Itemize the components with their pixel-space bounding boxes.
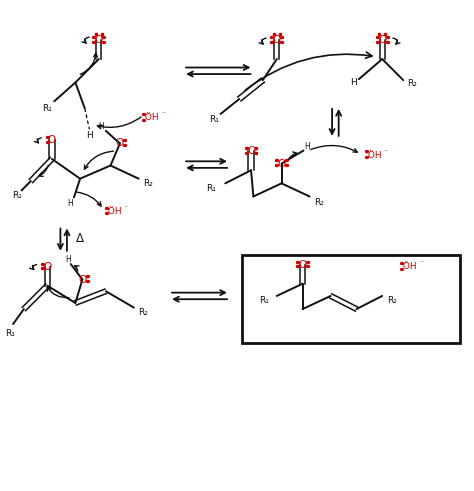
Text: ⁻: ⁻: [162, 109, 165, 118]
Text: ⁻: ⁻: [384, 147, 388, 156]
Text: H: H: [67, 198, 73, 208]
Text: O: O: [378, 35, 386, 45]
Text: O: O: [95, 35, 103, 45]
Text: O: O: [43, 262, 51, 272]
Text: R₂: R₂: [143, 179, 153, 188]
Text: R₂: R₂: [407, 80, 417, 88]
Text: O: O: [247, 146, 255, 157]
Text: O: O: [277, 159, 286, 168]
Text: O: O: [116, 138, 124, 148]
Text: ⁻: ⁻: [124, 203, 128, 212]
Text: O: O: [299, 260, 307, 270]
Text: H: H: [304, 142, 310, 151]
Text: H: H: [350, 79, 356, 87]
Text: R₁: R₁: [42, 104, 52, 113]
Text: R₁: R₁: [12, 191, 22, 199]
Text: :ÖH: :ÖH: [365, 151, 381, 160]
Text: Δ: Δ: [76, 232, 84, 245]
Text: :ÖH: :ÖH: [400, 262, 416, 272]
Text: H: H: [98, 122, 104, 131]
Text: R₁: R₁: [259, 296, 269, 305]
Bar: [242, 255, 459, 343]
Text: :ÖH: :ÖH: [105, 207, 121, 216]
Text: O: O: [48, 135, 56, 145]
Text: :ÖH: :ÖH: [142, 113, 159, 122]
Text: R₁: R₁: [206, 185, 216, 193]
Text: O: O: [273, 35, 281, 45]
Text: H: H: [65, 255, 71, 264]
Text: R₁: R₁: [5, 329, 15, 338]
Text: R₁: R₁: [209, 115, 219, 124]
Text: O: O: [78, 274, 87, 284]
Text: R₂: R₂: [387, 296, 397, 305]
Text: H: H: [86, 131, 93, 139]
Text: R₂: R₂: [138, 308, 148, 317]
Text: R₂: R₂: [314, 197, 324, 207]
Text: ⁻: ⁻: [419, 259, 423, 268]
